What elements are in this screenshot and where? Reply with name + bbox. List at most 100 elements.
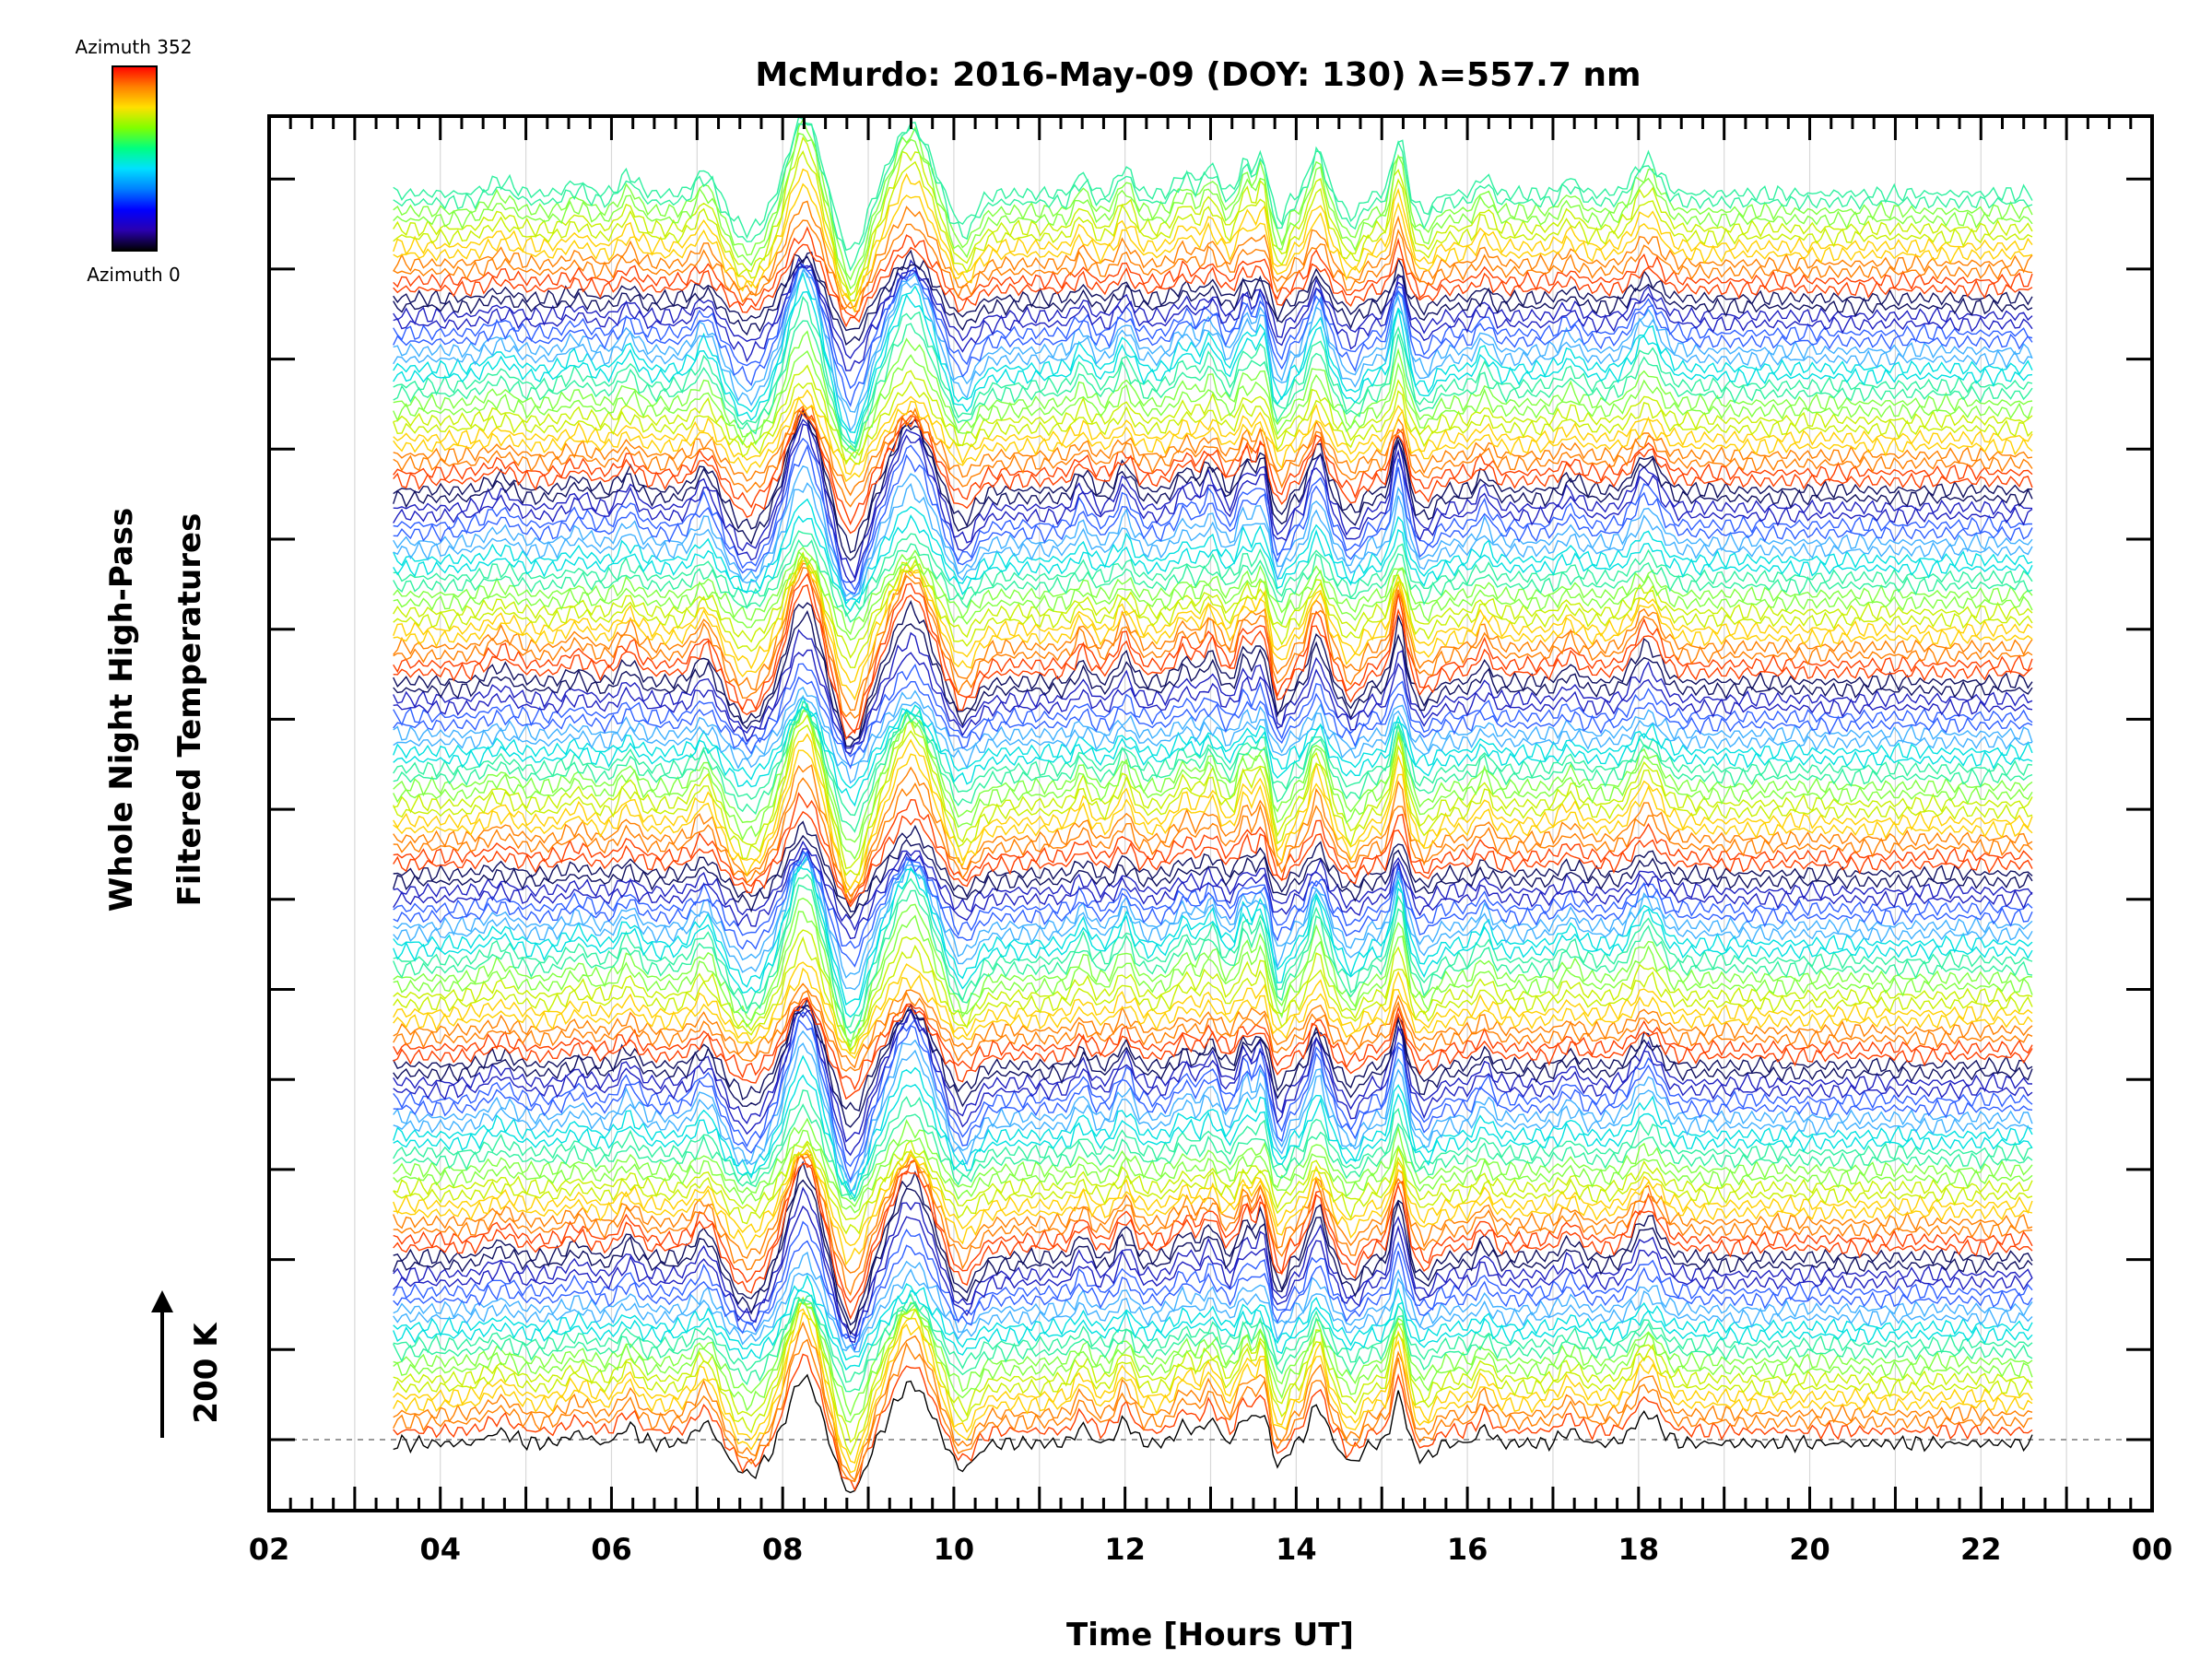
temperature-trace (393, 559, 2033, 684)
temperature-trace (393, 1160, 2033, 1326)
temperature-trace (393, 1011, 2033, 1168)
temperature-trace (393, 649, 2033, 755)
temperature-trace (393, 764, 2033, 898)
temperature-trace (393, 1373, 2033, 1494)
temperature-trace (393, 444, 2033, 595)
temperature-trace (393, 897, 2033, 1049)
temperature-trace (393, 724, 2033, 877)
temperature-trace (393, 150, 2033, 302)
temperature-trace (393, 853, 2033, 979)
temperature-trace (393, 243, 2033, 328)
temperature-trace (393, 848, 2033, 940)
temperature-trace (393, 1054, 2033, 1196)
y-axis-label-line1: Whole Night High-Pass (103, 508, 140, 912)
temperature-trace (393, 911, 2033, 1042)
temperature-trace (393, 850, 2033, 968)
temperature-trace (393, 810, 2033, 908)
x-tick-label: 08 (762, 1532, 804, 1567)
temperature-trace (393, 546, 2033, 636)
temperature-trace (393, 423, 2033, 583)
temperature-trace (393, 696, 2033, 784)
temperature-trace (393, 1009, 2033, 1157)
temperature-trace (393, 389, 2033, 476)
temperature-trace (393, 1162, 2033, 1321)
temperature-trace (393, 599, 2033, 742)
temperature-trace (393, 290, 2033, 445)
temperature-trace (393, 967, 2033, 1060)
temperature-trace (393, 1152, 2033, 1304)
temperature-trace (393, 539, 2033, 623)
temperature-trace (393, 1353, 2033, 1492)
temperature-trace (393, 380, 2033, 465)
azimuth-colorbar (112, 65, 158, 252)
temperature-trace (393, 705, 2033, 807)
temperature-trace (393, 777, 2033, 902)
temperature-trace (393, 551, 2033, 669)
temperature-trace (393, 265, 2033, 413)
temperature-trace (393, 1274, 2033, 1361)
temperature-trace (393, 1251, 2033, 1349)
temperature-trace (393, 182, 2033, 313)
temperature-trace (393, 1103, 2033, 1203)
temperature-trace (393, 249, 2033, 332)
x-tick-label: 20 (1789, 1532, 1830, 1567)
temperature-trace (393, 116, 2033, 252)
temperature-trace (393, 996, 2033, 1091)
x-tick-label: 18 (1618, 1532, 1660, 1567)
temperature-trace (393, 409, 2033, 561)
temperature-trace (393, 405, 2033, 497)
x-tick-label: 16 (1447, 1532, 1488, 1567)
x-tick-label: 04 (419, 1532, 461, 1567)
temperature-trace (393, 418, 2033, 581)
temperature-trace (393, 437, 2032, 592)
temperature-trace (393, 1139, 2033, 1221)
temperature-trace (393, 686, 2033, 767)
temperature-trace (393, 295, 2033, 449)
temperature-trace (393, 1117, 2033, 1208)
temperature-trace (393, 1302, 2033, 1443)
temperature-trace (393, 269, 2033, 433)
temperature-trace (393, 514, 2033, 612)
temperature-trace (393, 1268, 2033, 1353)
y-axis-label-line2: Filtered Temperatures (171, 513, 208, 907)
temperature-trace (393, 1088, 2033, 1200)
temperature-trace (393, 1030, 2033, 1184)
temperature-trace (393, 405, 2033, 508)
legend-bottom-label: Azimuth 0 (87, 264, 181, 286)
temperature-trace (393, 406, 2033, 535)
temperature-trace (393, 609, 2033, 747)
temperature-trace (393, 997, 2033, 1128)
temperature-trace (393, 482, 2033, 602)
temperature-trace (393, 749, 2033, 894)
scale-bar-arrowhead (151, 1290, 173, 1312)
temperature-trace (393, 226, 2033, 318)
temperature-trace (393, 1153, 2033, 1297)
temperature-trace (393, 853, 2033, 1006)
temperature-trace (393, 840, 2033, 932)
temperature-trace (393, 1321, 2033, 1482)
temperature-trace (393, 1293, 2033, 1383)
temperature-trace (393, 553, 2033, 701)
temperature-trace (393, 700, 2033, 817)
temperature-trace (393, 1148, 2033, 1247)
temperature-trace (393, 135, 2033, 297)
temperature-trace (393, 1003, 2033, 1112)
axis-ticks (267, 116, 2154, 1511)
temperature-trace (393, 629, 2033, 749)
temperature-trace (393, 349, 2033, 460)
temperature-trace (393, 1006, 2033, 1143)
temperature-trace (393, 865, 2033, 1018)
temperature-trace (393, 792, 2033, 905)
temperature-trace (393, 498, 2033, 606)
temperature-trace (393, 530, 2033, 618)
temperature-trace (393, 263, 2033, 390)
x-axis-label: Time [Hours UT] (1066, 1617, 1354, 1653)
temperature-trace (393, 705, 2033, 833)
temperature-trace (393, 132, 2033, 290)
x-tick-label: 12 (1104, 1532, 1146, 1567)
temperature-trace (393, 884, 2033, 1034)
temperature-trace (393, 1142, 2033, 1235)
temperature-trace (393, 1299, 2033, 1423)
temperature-traces (393, 116, 2033, 1494)
temperature-trace (393, 676, 2033, 770)
